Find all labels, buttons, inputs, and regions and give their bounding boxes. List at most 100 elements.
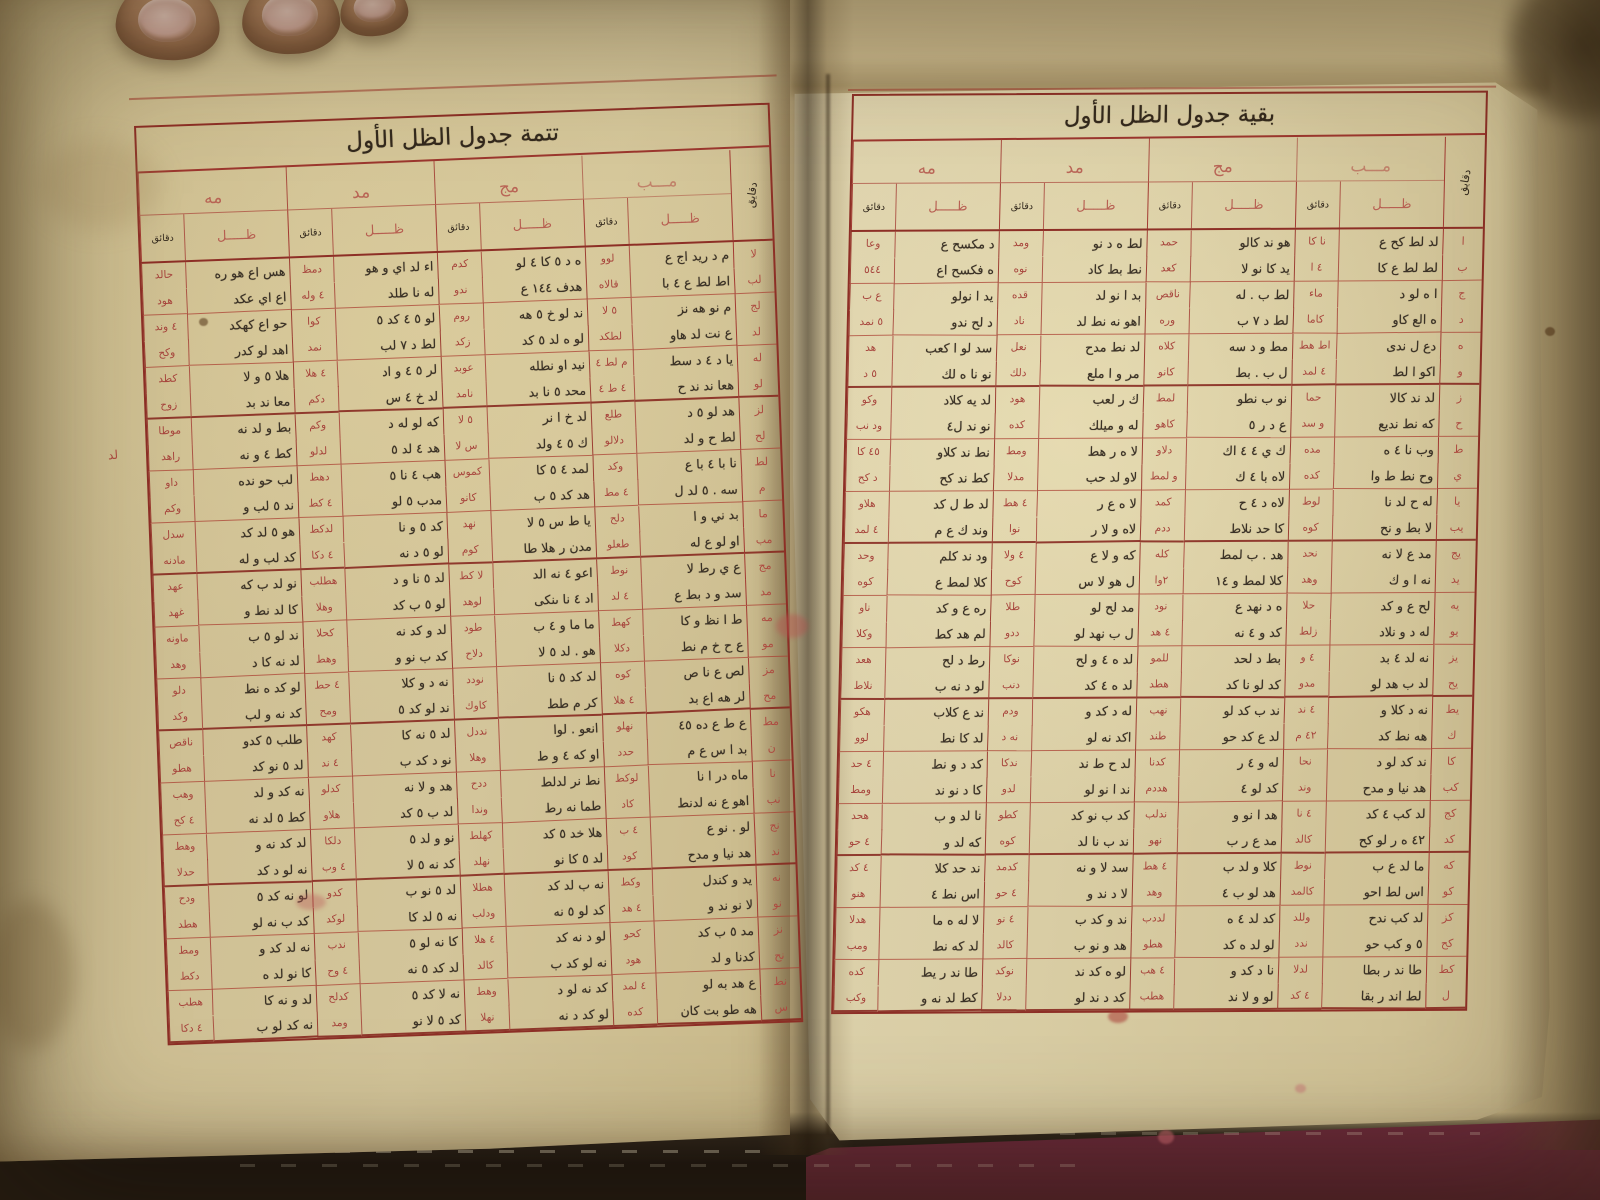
shadow-value-cell: ند حد كلا [880,855,985,882]
row-minute-label: و [1439,358,1481,385]
diff-value-cell: هددم [1133,776,1179,803]
shadow-value-cell: لر ٥ ٤ و اد [336,356,442,388]
diff-value-cell: هطد [1136,672,1181,699]
shadow-value-cell: لر هه اع بد [644,683,750,715]
diff-value-cell: دكم [293,386,339,415]
diff-value-cell: حلا [1286,593,1331,620]
shadow-value-cell: نه لد كد و [209,933,315,964]
diff-value-cell: لوكد [312,906,358,934]
diff-value-cell: ومب [834,933,880,961]
row-minute-label: نب [752,786,794,814]
shadow-value-cell: لو ه لد ٥ كد [483,325,589,356]
shadow-value-cell: هه طو بت كان [656,996,762,1025]
diff-value-cell: كهلط [457,822,503,851]
diff-value-cell: نوط [1280,853,1325,880]
diff-value-cell: كهد [306,724,352,753]
shadow-value-cell: نو و لد ٥ [353,824,459,855]
diff-value-cell: ٤ لمد [1291,359,1336,386]
diff-value-cell: كانو [1143,360,1188,387]
shadow-value-cell: ه د نهد ع [1182,593,1287,621]
diff-value-cell: نوكا [988,647,1034,674]
diff-value-cell: لوو [584,245,630,274]
diff-value-cell: نعل [995,335,1041,362]
diff-value-cell: دلاح [451,641,497,669]
diff-value-cell: طعلو [595,531,641,560]
degree-header: مه [851,139,1001,185]
degree-header: مـــب [1295,136,1445,182]
subheader-shadow: ظـــــل [479,199,585,250]
diff-value-cell: نمد [291,334,337,363]
row-minute-label: يد [1434,566,1476,593]
diff-value-cell: كانو [445,485,491,514]
diff-value-cell: نوط [596,557,642,586]
shadow-value-cell: نه ٥ لد كا [356,903,462,932]
shadow-value-cell: لط ب . له [1188,281,1294,309]
diff-value-cell: دلح [594,505,640,534]
shadow-value-cell: ع د ر ٥ [1186,411,1291,439]
corner-minutes-label-text: دقايق [743,180,760,209]
diff-value-cell: كده [994,413,1039,440]
shadow-value-cell: لد ب هد لو [1328,670,1433,698]
diff-value-cell: كوح [990,568,1036,596]
shadow-value-cell: مط و د سه [1187,333,1293,361]
row-minute-label: ي [1436,462,1478,489]
shadow-value-cell: سد و د بط ع [641,579,746,610]
diff-value-cell: ٤ هط [1132,854,1177,881]
shadow-value-cell: هدف ١٤٤ ع [481,273,587,304]
shadow-value-cell: نه لو كد ب [506,949,612,979]
shadow-value-cell: نه لو د كد [207,856,312,886]
shadow-value-cell: كا د نو ند [881,777,987,804]
diff-value-cell: كاوك [453,693,498,721]
diff-value-cell: كوه [842,569,888,597]
diff-value-cell: كوه [600,661,645,690]
shadow-value-cell: اكد نه لو [1031,724,1136,752]
diff-value-cell: كوه [1287,515,1333,542]
diff-value-cell: ٤ حد [838,751,884,779]
shadow-value-cell: اهو نه نط لد [1040,308,1146,336]
diff-value-cell: هلاو [844,491,889,519]
diff-value-cell: كاد [604,791,650,820]
diff-value-cell: لطكد [587,324,633,352]
shadow-value-cell: ع هد به لو [655,969,761,1000]
shadow-value-cell: لط ح و لد [635,424,741,454]
diff-value-cell: ٤ حو [983,881,1029,908]
row-minute-label: كط [1425,956,1467,984]
diff-value-cell: مدلا [992,465,1038,492]
diff-value-cell: هعد [840,647,886,675]
diff-value-cell: ٤ مط [593,479,639,508]
diff-value-cell: كوم [447,537,493,565]
shadow-value-cell: لو ٥ ب كد [345,590,451,621]
shadow-value-cell: لد ب ٥ كد [352,798,458,829]
diff-value-cell: وكح [143,339,189,368]
diff-value-cell: ٥ لا [586,297,632,326]
shadow-value-cell: لد نط مدح [1040,334,1145,362]
diff-value-cell: كالمد [1279,879,1325,906]
shadow-value-cell: لد ح ط ند [1030,750,1136,777]
diff-value-cell: طلع [590,401,636,430]
subheader-minutes: دقائق [998,182,1044,230]
diff-value-cell: ناقص [158,729,204,758]
diff-value-cell: هنو [835,881,881,909]
diff-value-cell: ٤ كح [161,807,206,836]
shadow-value-cell: لد كد ٥ نا [496,663,601,694]
degree-header: مد [999,138,1149,184]
shadow-value-cell: يد ا نولو [893,283,998,310]
shadow-value-cell: لط اند ر بقا [1321,983,1426,1010]
diff-value-cell: لمط [1142,386,1188,413]
row-minute-label: د [1440,306,1482,333]
diff-value-cell: نحد [1287,541,1332,568]
diff-value-cell: ودم [987,699,1033,726]
shadow-value-cell: هو ٥ لد كد [194,518,300,549]
shadow-value-cell: ه د ٥ كا ٤ لو [480,247,586,278]
table-data-grid: ا لد لط كح ع نا كا هو ند كالو حمد لط ه د نو وم… [833,228,1483,1013]
shadow-value-cell: كدنا و لد [654,943,760,974]
diff-value-cell: ٤ وند [143,314,188,342]
shadow-value-cell: لا ه ر هط [1037,438,1143,466]
shadow-value-cell: ره ع و كد [886,595,991,622]
shadow-value-cell: كد د و نط [882,751,988,778]
shadow-value-cell: كه و لا ع [1035,542,1140,570]
shadow-value-cell: نه لا كد ٥ [359,980,465,1011]
subheader-minutes: دقائق [139,214,185,262]
diff-value-cell: مده [1289,437,1335,464]
diff-value-cell: دلاو [1141,438,1187,465]
